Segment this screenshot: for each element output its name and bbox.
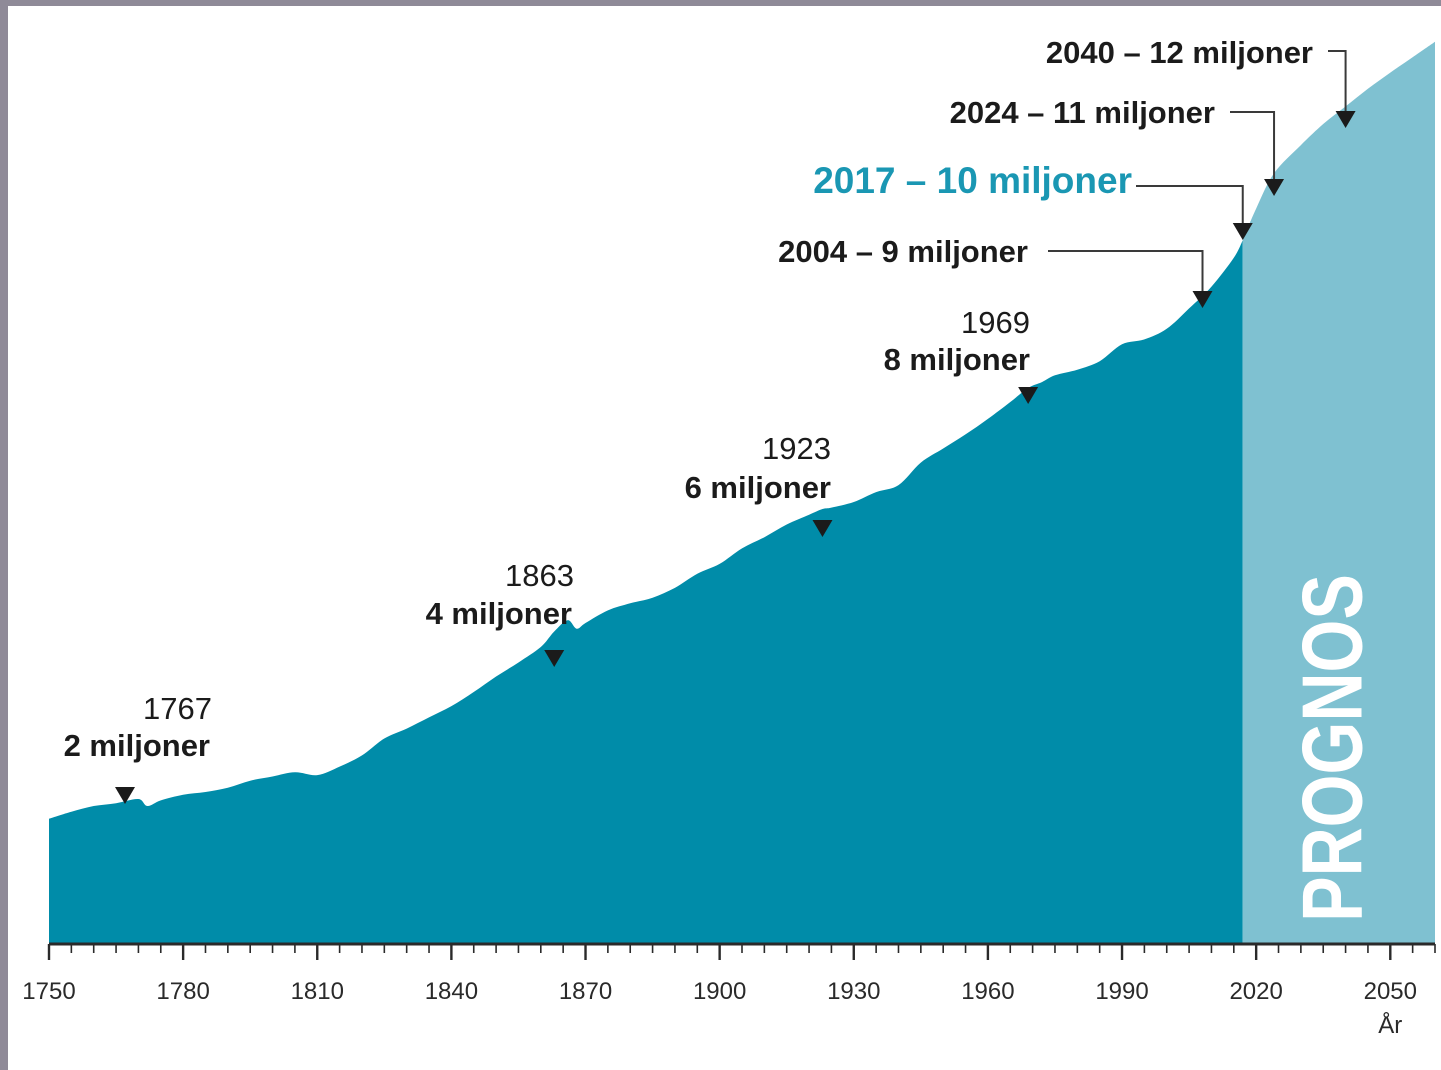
x-tick-label: 1750 (22, 978, 75, 1005)
x-tick-label: 1810 (291, 978, 344, 1005)
area-layer: PROGNOS (49, 41, 1435, 944)
forecast-area (1242, 41, 1435, 944)
historical-area (49, 240, 1243, 944)
callout-leader (1136, 185, 1244, 226)
annotation-population: 4 miljoner (426, 596, 572, 631)
population-chart: PROGNOS 1750 1780 1810 1840 1870 1900 1930 1960… (22, 35, 1436, 1039)
marker-arrow (1018, 387, 1039, 404)
x-tick-label: 2020 (1229, 978, 1282, 1005)
marker-arrow (812, 520, 833, 537)
callout-label: 2040 – 12 miljoner (1046, 35, 1313, 70)
x-axis: 1750 1780 1810 1840 1870 1900 1930 1960 1990 2020… (22, 942, 1436, 1039)
x-axis-unit: År (1378, 1011, 1402, 1039)
marker-arrow (544, 650, 565, 667)
x-tick-label: 1990 (1095, 978, 1148, 1005)
x-tick-label: 1870 (559, 978, 612, 1005)
annotation-year: 1863 (505, 558, 574, 593)
annotation-year: 1969 (961, 305, 1030, 340)
annotation-year: 1923 (762, 431, 831, 466)
x-tick-label: 1930 (827, 978, 880, 1005)
marker-arrow (1192, 291, 1213, 308)
x-tick-label: 1900 (693, 978, 746, 1005)
callout-leader (1328, 50, 1347, 114)
callout-label: 2024 – 11 miljoner (950, 95, 1215, 130)
marker-arrow (1232, 223, 1253, 240)
callout-leader (1230, 111, 1276, 182)
x-tick-label: 1840 (425, 978, 478, 1005)
marker-arrow (1335, 111, 1356, 128)
annotation-population: 8 miljoner (884, 342, 1030, 377)
callout-label: 2004 – 9 miljoner (778, 234, 1028, 269)
chart-frame: PROGNOS 1750 1780 1810 1840 1870 1900 1930 1960… (8, 6, 1441, 1070)
x-tick-label: 1960 (961, 978, 1014, 1005)
x-tick-label: 2050 (1364, 978, 1417, 1005)
prognos-label: PROGNOS (1285, 574, 1380, 922)
annotation-population: 2 miljoner (64, 728, 210, 763)
annotation-year: 1767 (143, 691, 212, 726)
x-tick-label: 1780 (156, 978, 209, 1005)
annotation-population: 6 miljoner (685, 470, 831, 505)
callout-leader (1048, 250, 1204, 294)
marker-arrow (115, 787, 136, 804)
marker-arrow (1264, 179, 1285, 196)
callout-highlight: 2017 – 10 miljoner (813, 160, 1132, 201)
